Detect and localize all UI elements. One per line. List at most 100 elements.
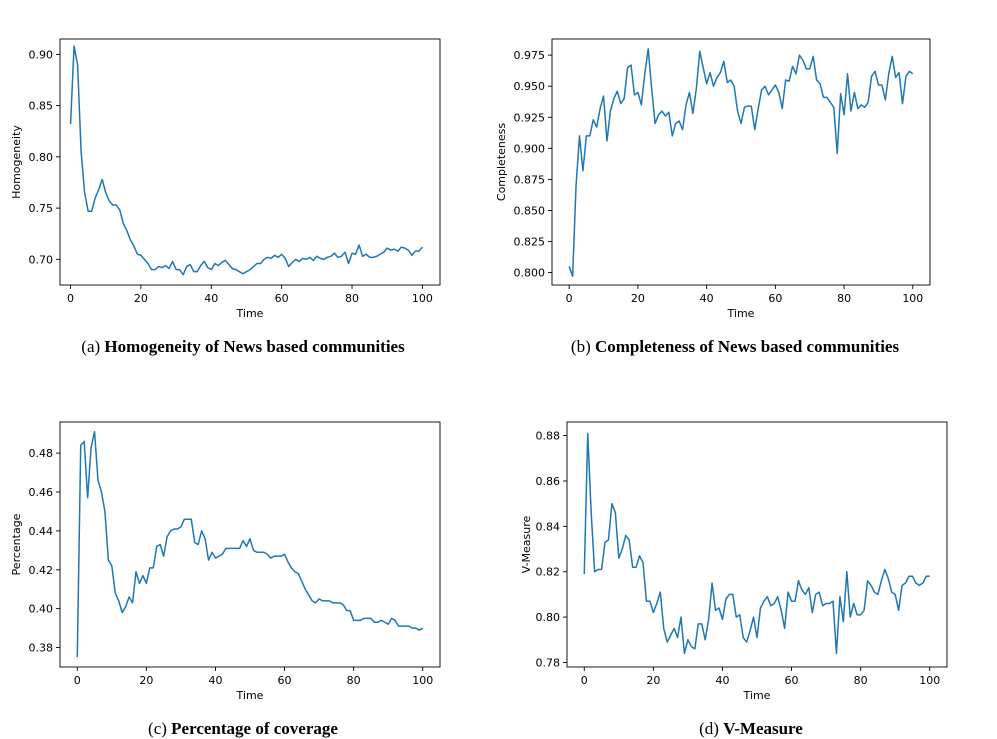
data-point	[349, 610, 350, 611]
data-point	[253, 266, 254, 267]
data-point	[853, 603, 854, 604]
data-point	[381, 620, 382, 621]
x-tick-label: 20	[631, 292, 645, 305]
x-tick-label: 0	[67, 292, 74, 305]
caption-prefix: (c)	[148, 719, 167, 738]
data-point	[358, 244, 359, 245]
data-point	[696, 88, 697, 89]
data-point	[860, 614, 861, 615]
data-point	[850, 616, 851, 617]
data-point	[795, 73, 796, 74]
data-point	[884, 569, 885, 570]
data-point	[819, 83, 820, 84]
data-point	[391, 618, 392, 619]
x-tick-label: 60	[278, 674, 292, 687]
data-point	[401, 625, 402, 626]
caption-prefix: (a)	[81, 337, 100, 356]
data-point	[764, 86, 765, 87]
data-point	[260, 552, 261, 553]
data-point	[156, 546, 157, 547]
data-point	[379, 254, 380, 255]
data-point	[725, 598, 726, 599]
data-point	[823, 97, 824, 98]
data-point	[370, 618, 371, 619]
data-point	[733, 86, 734, 87]
data-point	[418, 250, 419, 251]
data-point	[140, 255, 141, 256]
data-point	[881, 84, 882, 85]
data-point	[87, 497, 88, 498]
x-axis-label: Time	[236, 307, 264, 320]
data-point	[644, 73, 645, 74]
data-point	[874, 591, 875, 592]
data-point	[892, 56, 893, 57]
data-point	[613, 98, 614, 99]
data-point	[805, 594, 806, 595]
data-point	[179, 269, 180, 270]
data-point	[77, 657, 78, 658]
data-point	[158, 266, 159, 267]
data-point	[105, 192, 106, 193]
data-point	[751, 105, 752, 106]
data-point	[801, 589, 802, 590]
data-point	[249, 538, 250, 539]
data-point	[139, 583, 140, 584]
chart-caption: (d) V-Measure	[699, 719, 803, 738]
y-tick-label: 0.84	[536, 520, 561, 533]
data-point	[218, 265, 219, 266]
data-point	[812, 56, 813, 57]
data-point	[284, 554, 285, 555]
x-tick-label: 80	[347, 674, 361, 687]
y-tick-label: 0.80	[29, 151, 54, 164]
data-point	[170, 530, 171, 531]
data-point	[383, 252, 384, 253]
data-point	[242, 273, 243, 274]
data-point	[404, 247, 405, 248]
data-point	[634, 94, 635, 95]
data-point	[211, 552, 212, 553]
data-point	[184, 519, 185, 520]
data-point	[829, 603, 830, 604]
data-point	[895, 77, 896, 78]
data-point	[305, 589, 306, 590]
data-point	[172, 261, 173, 262]
data-point	[84, 192, 85, 193]
x-tick-label: 100	[919, 674, 940, 687]
data-point	[635, 566, 636, 567]
data-point	[777, 596, 778, 597]
y-tick-label: 0.82	[536, 566, 561, 579]
data-point	[267, 257, 268, 258]
data-point	[780, 610, 781, 611]
data-point	[775, 84, 776, 85]
data-point	[599, 108, 600, 109]
y-tick-label: 0.825	[514, 236, 546, 249]
data-point	[394, 620, 395, 621]
data-point	[311, 600, 312, 601]
data-point	[270, 557, 271, 558]
data-point	[732, 594, 733, 595]
data-point	[808, 587, 809, 588]
data-point	[329, 600, 330, 601]
data-point	[837, 153, 838, 154]
data-point	[87, 211, 88, 212]
data-point	[318, 598, 319, 599]
data-point	[608, 539, 609, 540]
data-point	[98, 189, 99, 190]
data-point	[412, 627, 413, 628]
chart-panel-b: 0 20 40 60 80 100 0.800 0.825 0.850 0.875 0.900 0.9…	[495, 38, 931, 356]
data-point	[622, 548, 623, 549]
data-point	[709, 72, 710, 73]
data-point	[108, 559, 109, 560]
data-point	[163, 555, 164, 556]
series-line	[76, 430, 424, 658]
y-tick-label: 0.78	[536, 656, 561, 669]
data-point	[191, 519, 192, 520]
y-tick-label: 0.975	[514, 49, 546, 62]
data-point	[757, 108, 758, 109]
data-point	[94, 431, 95, 432]
caption-title: Percentage of coverage	[171, 719, 338, 738]
data-point	[843, 621, 844, 622]
data-point	[77, 64, 78, 65]
data-point	[215, 557, 216, 558]
data-point	[646, 601, 647, 602]
